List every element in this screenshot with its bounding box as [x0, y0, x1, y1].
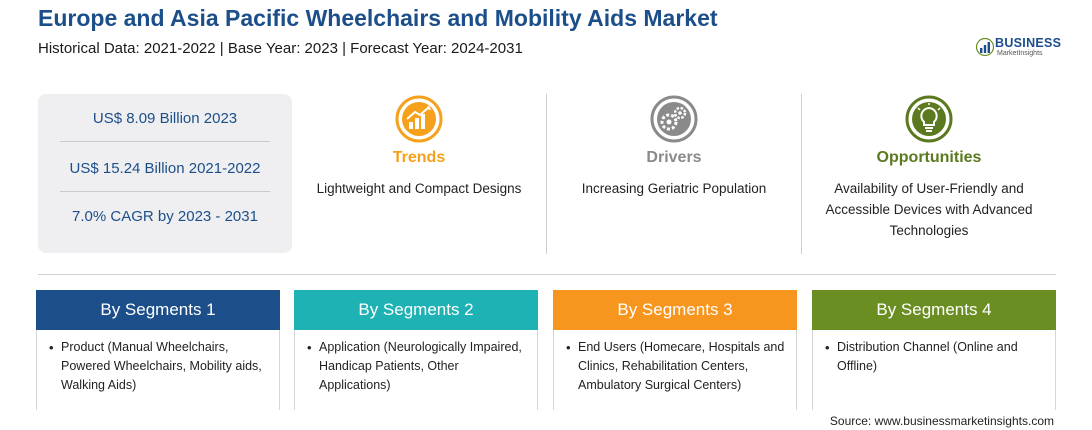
bullet-icon: • [825, 340, 830, 355]
segment-2-body: • Application (Neurologically Impaired, … [294, 330, 538, 410]
section-divider [38, 274, 1056, 275]
segment-4-body: • Distribution Channel (Online and Offli… [812, 330, 1056, 410]
market-stats-panel: US$ 8.09 Billion 2023 US$ 15.24 Billion … [38, 94, 292, 253]
brand-logo: BUSINESS MarketInsights [976, 35, 1066, 61]
drivers-title: Drivers [646, 149, 702, 166]
opportunities-column: Opportunities Availability of User-Frien… [802, 94, 1056, 254]
segment-4-title: By Segments 4 [812, 290, 1056, 330]
segment-2-title: By Segments 2 [294, 290, 538, 330]
segment-1-text: Product (Manual Wheelchairs, Powered Whe… [61, 340, 262, 392]
segment-1-title: By Segments 1 [36, 290, 280, 330]
logo-line2: MarketInsights [997, 50, 1043, 57]
segment-3-title: By Segments 3 [553, 290, 797, 330]
trend-chart-icon [391, 94, 447, 150]
segment-1-body: • Product (Manual Wheelchairs, Powered W… [36, 330, 280, 410]
segment-3-body: • End Users (Homecare, Hospitals and Cli… [553, 330, 797, 410]
drivers-text: Increasing Geriatric Population [581, 181, 767, 196]
lightbulb-icon [901, 94, 957, 150]
segment-card-4: By Segments 4 • Distribution Channel (On… [812, 290, 1056, 410]
segment-2-text: Application (Neurologically Impaired, Ha… [319, 340, 522, 392]
trends-text: Lightweight and Compact Designs [316, 181, 522, 196]
column-divider [546, 94, 547, 254]
segment-3-text: End Users (Homecare, Hospitals and Clini… [578, 340, 785, 392]
stat-cagr: 7.0% CAGR by 2023 - 2031 [72, 208, 258, 225]
opportunities-title: Opportunities [876, 149, 982, 166]
trends-title: Trends [392, 149, 446, 166]
drivers-column: Drivers Increasing Geriatric Population [547, 94, 801, 254]
source-citation: Source: www.businessmarketinsights.com [829, 414, 1054, 428]
page-subtitle: Historical Data: 2021-2022 | Base Year: … [38, 40, 523, 57]
logo-line1: BUSINESS [995, 36, 1062, 50]
column-divider [801, 94, 802, 254]
stat-market-value-historical: US$ 15.24 Billion 2021-2022 [69, 160, 261, 177]
opportunities-text: Availability of User-Friendly and Access… [825, 181, 1033, 238]
segment-card-2: By Segments 2 • Application (Neurologica… [294, 290, 538, 410]
stat-market-value-2023: US$ 8.09 Billion 2023 [92, 110, 238, 127]
bullet-icon: • [49, 340, 54, 355]
bullet-icon: • [307, 340, 312, 355]
gears-icon [646, 94, 702, 150]
stat-divider [60, 141, 270, 142]
logo-bars-icon [976, 37, 994, 57]
segment-4-text: Distribution Channel (Online and Offline… [837, 340, 1018, 373]
bullet-icon: • [566, 340, 571, 355]
segment-card-3: By Segments 3 • End Users (Homecare, Hos… [553, 290, 797, 410]
segment-card-1: By Segments 1 • Product (Manual Wheelcha… [36, 290, 280, 410]
stat-divider [60, 191, 270, 192]
trends-column: Trends Lightweight and Compact Designs [292, 94, 546, 254]
page-title: Europe and Asia Pacific Wheelchairs and … [38, 5, 718, 31]
